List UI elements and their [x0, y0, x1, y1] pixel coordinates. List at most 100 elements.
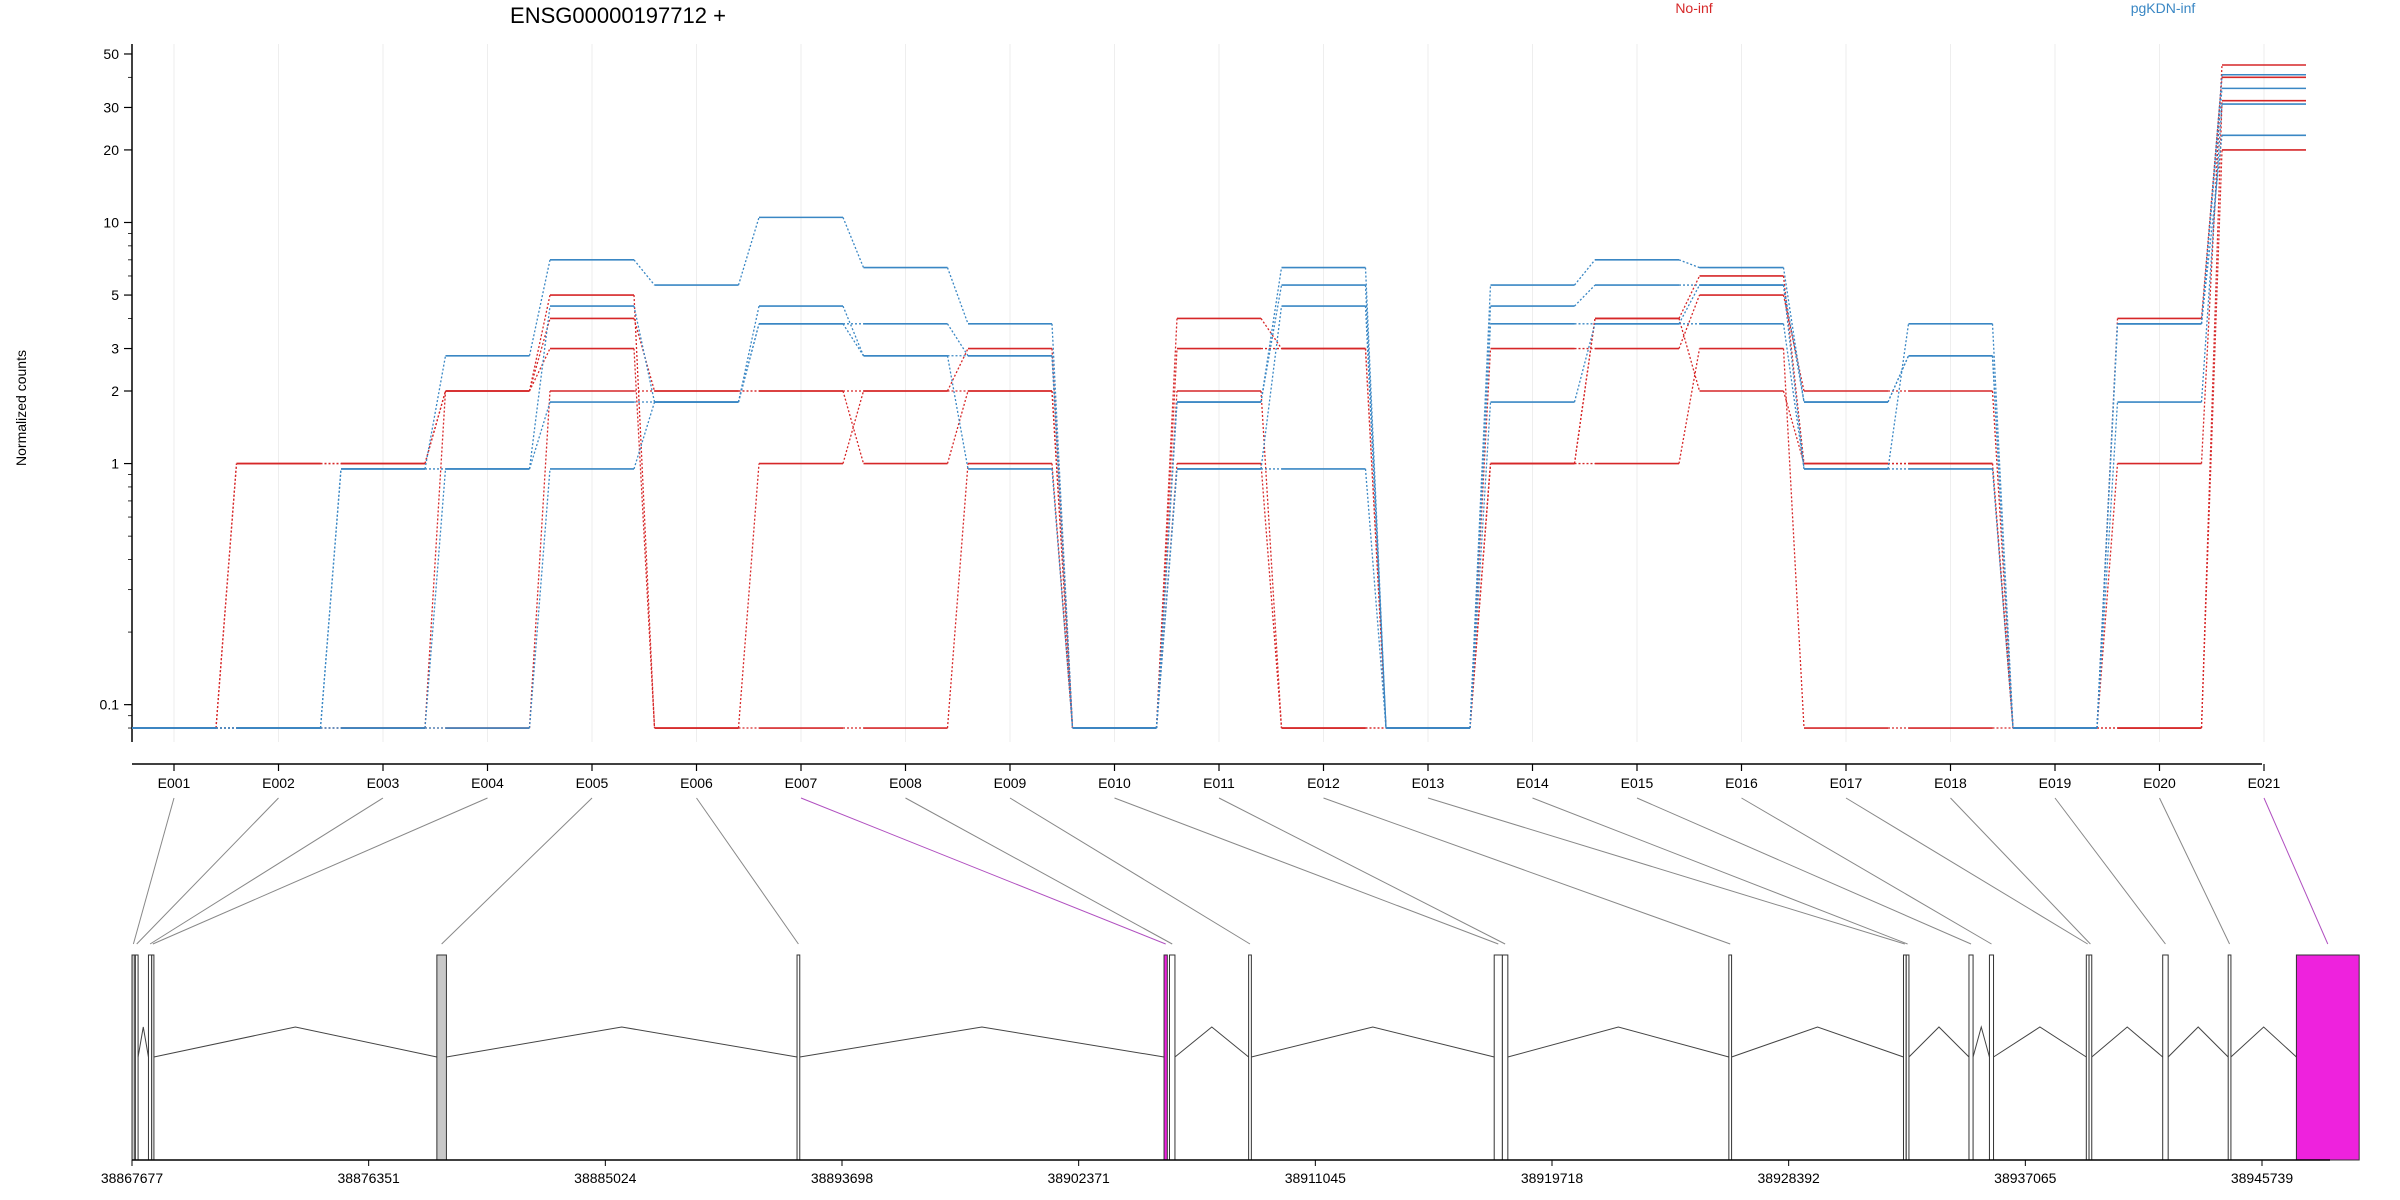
- connector-e007: [800, 797, 1166, 945]
- intron-line: [446, 1026, 798, 1058]
- y-tick-label: 5: [111, 287, 119, 303]
- genomic-axis-ticks: 38867677 38876351 38885024 38893698 38902371…: [101, 1160, 2294, 1186]
- series-transition: [2200, 88, 2223, 324]
- exon-box-e016: [1988, 954, 1995, 1161]
- connector-e011: [1218, 797, 1506, 945]
- connector-e016: [1741, 797, 1992, 945]
- exon-connector-lines: [132, 797, 2329, 945]
- x-tick-label-e012: E012: [1307, 775, 1340, 791]
- series-transition: [946, 463, 969, 729]
- series-transition: [633, 259, 656, 286]
- series-transition: [1991, 468, 2014, 729]
- series-transition: [1991, 463, 2014, 729]
- intron-line: [1972, 1025, 1990, 1058]
- series-transition: [1260, 267, 1283, 403]
- connector-e017: [1845, 797, 2088, 945]
- series-transition: [2096, 463, 2119, 729]
- series-transition: [737, 305, 760, 403]
- y-tick-label: 50: [103, 46, 119, 62]
- series-transition: [737, 323, 760, 403]
- genomic-tick-label: 38945739: [2231, 1170, 2294, 1186]
- genomic-tick-label: 38885024: [574, 1170, 637, 1186]
- series-transition: [1782, 275, 1805, 464]
- series-transition: [1155, 468, 1178, 729]
- connector-e014: [1532, 797, 1908, 945]
- connector-e002: [136, 797, 279, 945]
- x-tick-label-e014: E014: [1516, 775, 1549, 791]
- x-tick-label-e007: E007: [785, 775, 818, 791]
- y-tick-label: 3: [111, 341, 119, 357]
- exon-box-e020: [2227, 954, 2232, 1161]
- intron-line: [153, 1026, 437, 1058]
- series-transition: [1782, 390, 1805, 464]
- series-transition: [1155, 401, 1178, 729]
- connector-e004: [152, 797, 488, 945]
- series-transition: [1051, 468, 1074, 729]
- connector-e005: [441, 797, 593, 945]
- x-tick-label-e020: E020: [2143, 775, 2176, 791]
- series-transition: [946, 323, 969, 357]
- connector-e020: [2159, 797, 2231, 945]
- series-transition: [1678, 318, 1701, 392]
- y-tick-label: 2: [111, 383, 119, 399]
- connector-e001: [132, 797, 175, 945]
- series-transition: [215, 463, 238, 729]
- intron-line: [137, 1026, 149, 1058]
- series-transition: [1469, 401, 1492, 729]
- exon-box-e001: [131, 954, 136, 1161]
- exon-box-e007: [1163, 954, 1168, 1161]
- intron-line: [799, 1026, 1165, 1058]
- y-tick-label: 20: [103, 142, 119, 158]
- exon-box-e012: [1728, 954, 1733, 1161]
- genomic-tick-label: 38911045: [1285, 1170, 1346, 1186]
- series-transition: [1364, 468, 1387, 729]
- x-tick-label-e003: E003: [367, 775, 400, 791]
- series-transition: [1469, 306, 1492, 729]
- x-tick-label-e015: E015: [1621, 775, 1654, 791]
- legend-no-inf: No-inf: [1675, 0, 1712, 16]
- y-tick-label: 1: [111, 456, 119, 472]
- legend-pgkdn-inf: pgKDN-inf: [2131, 0, 2196, 16]
- series-transition: [1260, 463, 1283, 729]
- series-transition: [737, 217, 760, 286]
- series-transition: [1782, 285, 1805, 470]
- series-pgkdn-inf-8: [132, 134, 2306, 729]
- series-transition: [1469, 348, 1492, 729]
- intron-line: [2167, 1026, 2229, 1058]
- genomic-tick-label: 38919718: [1521, 1170, 1584, 1186]
- series-transition: [1887, 355, 1910, 403]
- x-axis-ticks: E001 E002 E003 E004 E005 E006 E007 E008 E009 E010…: [158, 764, 2281, 791]
- series-transition: [319, 468, 342, 729]
- connector-e015: [1636, 797, 1972, 945]
- genomic-tick-label: 38937065: [1994, 1170, 2057, 1186]
- gene-model: [131, 954, 2360, 1161]
- x-tick-label-e011: E011: [1203, 775, 1235, 791]
- intron-line: [1731, 1026, 1904, 1058]
- series-transition: [1678, 259, 1700, 269]
- connector-e006: [696, 797, 799, 945]
- series-transition: [1678, 348, 1701, 464]
- exon-box-e010: [1493, 954, 1503, 1161]
- series-transition: [2200, 135, 2223, 324]
- series-transition: [946, 348, 969, 392]
- intron-line: [1908, 1026, 1970, 1058]
- series-transition: [633, 295, 656, 729]
- exon-box-e004: [151, 954, 155, 1161]
- connector-e008: [905, 797, 1173, 945]
- x-tick-label-e008: E008: [889, 775, 922, 791]
- series-transition: [842, 305, 865, 357]
- exon-box-e002: [134, 954, 139, 1161]
- series-transition: [633, 305, 656, 403]
- exon-box-e009: [1248, 954, 1252, 1161]
- y-axis-ticks: 0.1 1 2 3 5 10 20 30 50: [100, 46, 132, 729]
- series-transition: [424, 468, 447, 729]
- series-transition: [1678, 294, 1701, 349]
- exon-box-e005: [436, 954, 447, 1161]
- intron-line: [1251, 1026, 1495, 1058]
- series-transition: [633, 348, 656, 729]
- connector-e021: [2263, 797, 2329, 945]
- x-tick-label-e021: E021: [2248, 775, 2281, 791]
- connector-e009: [1009, 797, 1251, 945]
- series-transition: [2200, 149, 2223, 729]
- series-transition: [946, 390, 969, 464]
